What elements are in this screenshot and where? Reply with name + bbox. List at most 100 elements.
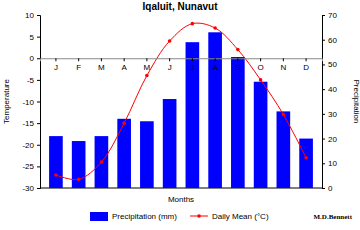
tick: -25 <box>22 162 40 171</box>
tick-label: O <box>257 63 263 72</box>
bar <box>72 141 86 188</box>
bar <box>95 136 109 188</box>
tick-label: -25 <box>22 162 34 171</box>
tick-label: A <box>121 63 127 72</box>
tick-mark <box>37 123 40 124</box>
y2-axis-title: Precipitation <box>352 79 360 123</box>
marker <box>168 39 172 43</box>
tick: -20 <box>22 141 40 150</box>
tick-mark <box>322 114 325 115</box>
legend-marker <box>197 214 201 218</box>
tick-label: -10 <box>22 98 34 107</box>
tick-mark <box>37 58 40 59</box>
line <box>56 23 306 180</box>
tick-mark <box>192 58 193 61</box>
bar <box>49 136 63 188</box>
tick-label: 70 <box>328 11 337 20</box>
axis-line <box>323 16 326 189</box>
marker <box>236 48 240 52</box>
legend-item: Precipitation (mm) <box>90 212 177 221</box>
tick-mark <box>169 58 170 61</box>
tick-mark <box>322 163 325 164</box>
legend-label: Daily Mean (°C) <box>212 212 269 221</box>
bar <box>299 139 313 188</box>
tick-label: -20 <box>22 141 34 150</box>
tick-mark <box>37 102 40 103</box>
credit: M.D.Bennett <box>314 213 353 221</box>
tick: 40 <box>322 85 337 94</box>
marker <box>213 26 217 30</box>
marker <box>100 160 104 164</box>
tick: 70 <box>322 11 337 20</box>
tick-mark <box>322 64 325 65</box>
category-axis: JFMAMJJASOND <box>41 58 323 72</box>
tick-mark <box>306 58 307 61</box>
tick-label: F <box>76 63 81 72</box>
tick-mark <box>37 145 40 146</box>
x-axis-title: Months <box>168 195 194 204</box>
tick-mark <box>322 40 325 41</box>
tick-mark <box>37 15 40 16</box>
bar <box>140 121 154 188</box>
legend: Precipitation (mm) Daily Mean (°C) <box>90 212 269 221</box>
tick: 0 <box>30 54 40 63</box>
tick-mark <box>37 37 40 38</box>
tick: F <box>76 58 81 72</box>
bar <box>208 32 222 188</box>
tick: -10 <box>22 98 40 107</box>
tick-mark <box>322 188 325 189</box>
tick: N <box>280 58 286 72</box>
tick: M <box>144 58 151 72</box>
tick-mark <box>37 166 40 167</box>
tick-mark <box>37 188 40 189</box>
line-series <box>54 22 308 181</box>
marker <box>145 74 149 78</box>
tick-label: M <box>144 63 151 72</box>
tick-mark <box>55 58 56 61</box>
tick-label: D <box>303 63 309 72</box>
tick-mark <box>146 58 147 61</box>
tick: M <box>98 58 105 72</box>
axis-line <box>37 16 41 189</box>
bar <box>254 82 268 188</box>
title: Iqaluit, Nunavut <box>143 1 219 12</box>
bar <box>117 119 131 188</box>
tick-mark <box>78 58 79 61</box>
tick: S <box>235 58 240 72</box>
tick-label: 60 <box>328 36 337 45</box>
legend-label: Precipitation (mm) <box>112 212 177 221</box>
tick-mark <box>283 58 284 61</box>
axis: -30-25-20-15-10-50510 <box>22 11 40 193</box>
legend-item: Daily Mean (°C) <box>190 212 269 221</box>
tick: A <box>212 58 218 72</box>
tick: 5 <box>30 33 40 42</box>
tick-label: 20 <box>328 135 337 144</box>
tick-label: 30 <box>328 110 337 119</box>
marker <box>77 178 81 182</box>
tick: 50 <box>322 60 337 69</box>
tick-mark <box>260 58 261 61</box>
tick-label: 40 <box>328 85 337 94</box>
tick-mark <box>37 80 40 81</box>
bar <box>186 42 200 188</box>
tick: -15 <box>22 119 40 128</box>
y-axis-title: Temperature <box>2 79 11 124</box>
axis-line <box>41 59 323 62</box>
tick-mark <box>322 89 325 90</box>
tick-label: -5 <box>27 76 35 85</box>
tick: -5 <box>27 76 40 85</box>
tick: -30 <box>22 184 40 193</box>
tick-label: 0 <box>328 184 333 193</box>
tick: J <box>54 58 58 72</box>
tick: O <box>257 58 263 72</box>
tick: 20 <box>322 135 337 144</box>
tick-label: 0 <box>30 54 35 63</box>
bar <box>163 99 177 188</box>
tick: 10 <box>322 159 337 168</box>
tick: 30 <box>322 110 337 119</box>
tick: J <box>190 58 194 72</box>
tick: D <box>303 58 309 72</box>
tick-label: A <box>212 63 218 72</box>
tick-label: S <box>235 63 240 72</box>
tick-mark <box>101 58 102 61</box>
